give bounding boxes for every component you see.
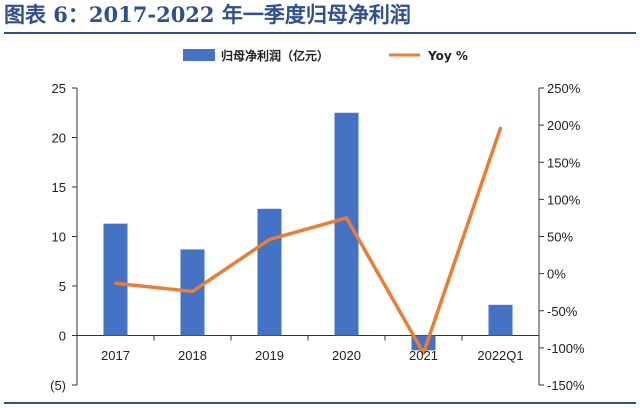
y-right-tick-label: 100%: [547, 192, 581, 207]
bar-2017: [103, 223, 128, 336]
y-left-tick-label: 20: [52, 131, 66, 146]
legend-bar-label: 归母净利润（亿元）: [221, 48, 329, 63]
y-right-tick-label: 0%: [547, 267, 566, 282]
y-right-tick-label: 50%: [547, 230, 573, 245]
bottom-rule: [4, 402, 636, 404]
x-axis-labels: 2017 2018 2019 2020 2021 2022Q1: [101, 348, 524, 363]
series-line: [114, 126, 503, 355]
x-tick-label: 2020: [332, 348, 361, 363]
y-right-tick-label: 250%: [547, 81, 581, 96]
y-right-tick-label: 200%: [547, 118, 581, 133]
yoy-point-2018: [191, 289, 194, 293]
y-left-tick-label: 0: [59, 329, 66, 344]
bar-2022q1: [488, 304, 513, 336]
y-left-tick-label: 10: [52, 230, 66, 245]
x-tick-label: 2022Q1: [477, 348, 523, 363]
legend: 归母净利润（亿元） Yoy %: [183, 48, 468, 63]
yoy-point-2017: [114, 281, 117, 285]
y-right-tick-label: -150%: [547, 378, 585, 393]
axes: [72, 87, 544, 386]
y-right-tick-label: 150%: [547, 155, 581, 170]
y-left-tick-label: 15: [52, 180, 66, 195]
x-tick-label: 2021: [409, 348, 438, 363]
figure-caption: 图表 6：2017-2022 年一季度归母净利润: [4, 0, 636, 34]
x-tick-label: 2017: [101, 348, 130, 363]
legend-line-label: Yoy %: [427, 49, 468, 63]
legend-bar-swatch: [183, 49, 215, 61]
yoy-point-2019: [268, 237, 271, 241]
bars: [103, 112, 513, 351]
y-right-axis-labels: -150% -100% -50% 0% 50% 100% 150% 200% 250%: [547, 81, 585, 393]
bar-2019: [257, 208, 282, 336]
x-tick-label: 2019: [255, 348, 284, 363]
yoy-point-2021: [422, 351, 425, 355]
y-left-tick-label: 5: [59, 279, 66, 294]
y-right-tick-label: -50%: [547, 304, 578, 319]
yoy-line: [115, 127, 503, 355]
bar-2020: [334, 112, 359, 336]
y-left-tick-label: (5): [50, 378, 66, 393]
y-right-tick-label: -100%: [547, 341, 585, 356]
y-left-axis-labels: (5) 0 5 10 15 20 25: [50, 81, 66, 393]
x-tick-label: 2018: [178, 348, 207, 363]
yoy-point-2020: [345, 216, 348, 220]
y-left-tick-label: 25: [52, 81, 66, 96]
yoy-point-2022q1: [499, 126, 502, 130]
